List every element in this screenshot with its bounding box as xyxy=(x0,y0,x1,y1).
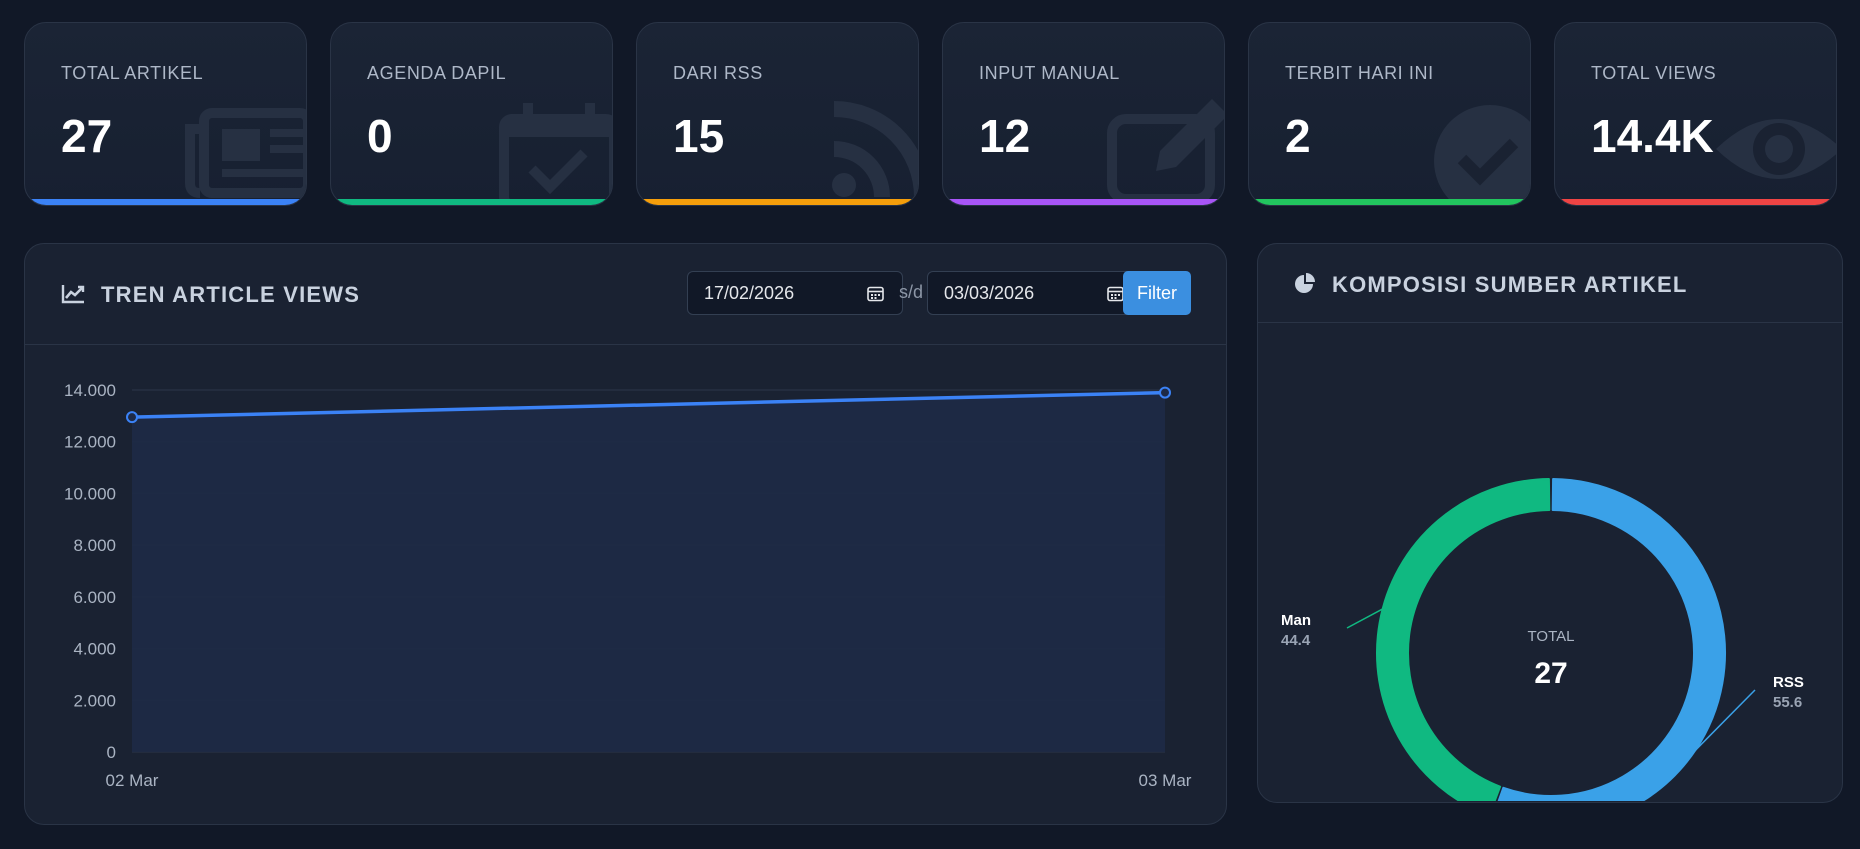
stat-value: 15 xyxy=(673,110,725,162)
stat-accent-bar xyxy=(331,199,612,205)
date-from-value: 17/02/2026 xyxy=(704,283,795,303)
composition-donut-chart: RSS 55.6 Man 44.4 TOTAL 27 xyxy=(1281,478,1804,801)
stat-accent-bar xyxy=(637,199,918,205)
stat-value: 27 xyxy=(61,110,113,162)
y-tick-label: 4.000 xyxy=(73,640,116,659)
pie-leader-line xyxy=(1694,689,1756,752)
filter-button[interactable]: Filter xyxy=(1123,271,1191,315)
pie-chart-icon xyxy=(1295,273,1315,293)
stat-card-terbit-hari-ini: TERBIT HARI INI 2 xyxy=(1248,22,1531,206)
date-to-input[interactable]: 03/03/2026 xyxy=(927,271,1143,315)
stat-accent-bar xyxy=(1555,199,1836,205)
stat-label: TOTAL ARTIKEL xyxy=(61,63,204,83)
x-tick-label: 03 Mar xyxy=(1139,771,1192,790)
stat-value: 12 xyxy=(979,110,1031,162)
stat-card-agenda-dapil: AGENDA DAPIL 0 xyxy=(330,22,613,206)
data-point xyxy=(1159,386,1171,399)
edit-icon xyxy=(1107,99,1224,199)
stat-label: INPUT MANUAL xyxy=(979,63,1120,83)
donut-center-value: 27 xyxy=(1534,657,1567,690)
trend-area-chart: 0 2.000 4.000 6.000 8.000 10.000 12.000 14.000 0… xyxy=(64,381,1192,790)
stat-value: 2 xyxy=(1285,110,1311,162)
data-point xyxy=(126,411,138,424)
y-tick-label: 12.000 xyxy=(64,433,116,452)
donut-center-label: TOTAL xyxy=(1528,628,1575,645)
x-tick-label: 02 Mar xyxy=(106,771,159,790)
date-from-input[interactable]: 17/02/2026 xyxy=(687,271,903,315)
rss-icon xyxy=(832,101,918,198)
stat-label: AGENDA DAPIL xyxy=(367,63,507,83)
pie-value: 44.4 xyxy=(1281,632,1311,649)
stat-card-dari-rss: DARI RSS 15 xyxy=(636,22,919,206)
stat-card-total-artikel: TOTAL ARTIKEL 27 xyxy=(24,22,307,206)
series-line xyxy=(131,390,1166,419)
y-tick-label: 10.000 xyxy=(64,484,116,503)
composition-card: KOMPOSISI SUMBER ARTIKEL RSS 55.6 Man 44.4 T… xyxy=(1257,243,1843,803)
calendar-icon[interactable] xyxy=(867,285,884,302)
stat-label: TOTAL VIEWS xyxy=(1591,63,1717,83)
stat-card-input-manual: INPUT MANUAL 12 xyxy=(942,22,1225,206)
y-tick-label: 2.000 xyxy=(73,691,116,710)
y-tick-label: 8.000 xyxy=(73,536,116,555)
stat-accent-bar xyxy=(943,199,1224,205)
date-to-value: 03/03/2026 xyxy=(944,283,1035,303)
stat-label: TERBIT HARI INI xyxy=(1285,63,1434,83)
calendar-check-icon xyxy=(499,103,612,199)
stat-card-total-views: TOTAL VIEWS 14.4K xyxy=(1554,22,1837,206)
pie-slice-rss xyxy=(1497,478,1726,801)
stat-accent-bar xyxy=(1249,199,1530,205)
pie-leader-line xyxy=(1346,608,1384,629)
y-tick-label: 0 xyxy=(107,743,116,762)
y-tick-label: 14.000 xyxy=(64,381,116,400)
stat-label: DARI RSS xyxy=(673,63,763,83)
calendar-icon[interactable] xyxy=(1107,285,1124,302)
composition-card-header: KOMPOSISI SUMBER ARTIKEL xyxy=(1258,244,1842,323)
check-circle-icon xyxy=(1434,105,1530,199)
trend-title: TREN ARTICLE VIEWS xyxy=(101,282,361,307)
stat-value: 14.4K xyxy=(1591,110,1714,162)
stat-accent-bar xyxy=(25,199,306,205)
series-area xyxy=(132,392,1165,752)
composition-title: KOMPOSISI SUMBER ARTIKEL xyxy=(1332,272,1688,297)
pie-label: RSS xyxy=(1773,674,1804,691)
date-range-separator: s/d xyxy=(898,282,923,302)
pie-value: 55.6 xyxy=(1773,694,1802,711)
trend-card: TREN ARTICLE VIEWS 17/02/2026 s/d 03/03/… xyxy=(24,243,1227,825)
newspaper-icon xyxy=(185,108,306,198)
pie-label: Man xyxy=(1281,612,1311,629)
stats-row: TOTAL ARTIKEL 27 AGENDA DAPIL 0 xyxy=(24,22,1837,206)
line-chart-icon xyxy=(61,285,85,304)
pie-slice-man xyxy=(1376,478,1551,801)
stat-value: 0 xyxy=(367,110,393,162)
eye-icon xyxy=(1716,119,1836,179)
trend-card-header: TREN ARTICLE VIEWS 17/02/2026 s/d 03/03/… xyxy=(25,244,1226,345)
y-tick-label: 6.000 xyxy=(73,588,116,607)
